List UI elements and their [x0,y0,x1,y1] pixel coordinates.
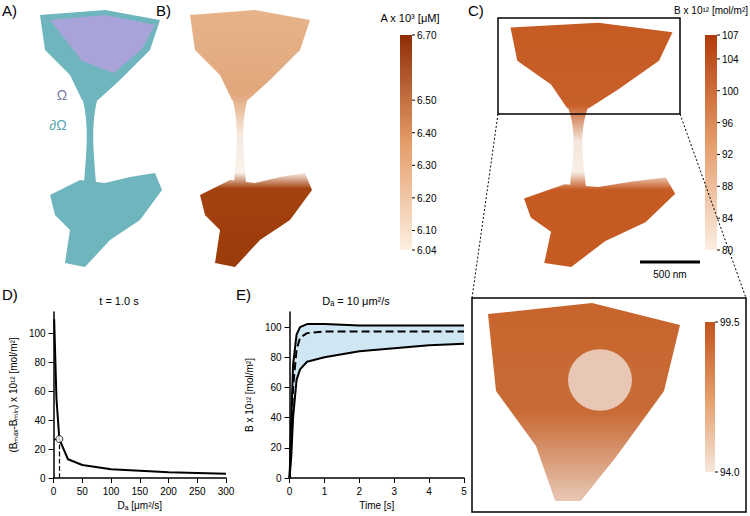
svg-text:6.10: 6.10 [417,225,437,236]
svg-text:6.20: 6.20 [417,193,437,204]
svg-text:0: 0 [276,473,282,484]
svg-text:(Bₘₐₓ-Bₘᵢₙ) x 10¹² [mol/m²]: (Bₘₐₓ-Bₘᵢₙ) x 10¹² [mol/m²] [8,337,19,452]
svg-text:250: 250 [189,486,206,497]
svg-text:1: 1 [322,486,328,497]
svg-text:20: 20 [34,444,46,455]
svg-text:107: 107 [722,30,739,41]
svg-text:3: 3 [391,486,397,497]
svg-text:5: 5 [461,486,467,497]
svg-text:Ω: Ω [57,87,67,103]
svg-text:A x 10³ [μM]: A x 10³ [μM] [381,12,440,24]
svg-text:80: 80 [270,352,282,363]
svg-text:60: 60 [270,382,282,393]
svg-text:6.30: 6.30 [417,160,437,171]
svg-text:80: 80 [34,357,46,368]
svg-text:4: 4 [426,486,432,497]
svg-text:6.04: 6.04 [417,245,437,256]
svg-text:D): D) [2,286,18,303]
svg-text:6.70: 6.70 [417,30,437,41]
svg-text:2: 2 [357,486,363,497]
svg-text:C): C) [468,2,484,19]
svg-text:96: 96 [722,118,734,129]
svg-text:0: 0 [287,486,293,497]
svg-text:0: 0 [40,473,46,484]
svg-text:100: 100 [29,328,46,339]
svg-text:B): B) [156,2,171,19]
svg-text:60: 60 [34,386,46,397]
svg-text:6.40: 6.40 [417,128,437,139]
svg-text:80: 80 [722,245,734,256]
svg-text:t = 1.0 s: t = 1.0 s [99,295,139,307]
svg-text:100: 100 [103,486,120,497]
svg-text:0: 0 [51,486,57,497]
svg-text:100: 100 [722,86,739,97]
svg-text:300: 300 [218,486,235,497]
svg-text:40: 40 [34,415,46,426]
svg-text:40: 40 [270,412,282,423]
svg-text:84: 84 [722,213,734,224]
svg-text:A): A) [2,2,17,19]
svg-text:150: 150 [131,486,148,497]
svg-text:E): E) [236,286,251,303]
svg-text:20: 20 [270,442,282,453]
svg-text:Dₐ [μm²/s]: Dₐ [μm²/s] [118,500,163,511]
svg-text:200: 200 [160,486,177,497]
svg-text:92: 92 [722,149,734,160]
svg-text:94.0: 94.0 [720,467,740,478]
svg-text:Time [s]: Time [s] [359,500,394,511]
svg-text:50: 50 [77,486,89,497]
svg-text:100: 100 [265,322,282,333]
svg-text:B x 10¹² [mol/m²]: B x 10¹² [mol/m²] [674,5,748,16]
svg-text:88: 88 [722,181,734,192]
svg-text:B x 10¹² [mol/m²]: B x 10¹² [mol/m²] [244,358,255,432]
svg-text:99.5: 99.5 [720,317,740,328]
svg-text:Dₐ = 10 μm²/s: Dₐ = 10 μm²/s [322,295,390,307]
svg-text:500 nm: 500 nm [653,269,686,280]
svg-text:104: 104 [722,54,739,65]
svg-text:∂Ω: ∂Ω [49,117,66,133]
svg-text:6.50: 6.50 [417,95,437,106]
